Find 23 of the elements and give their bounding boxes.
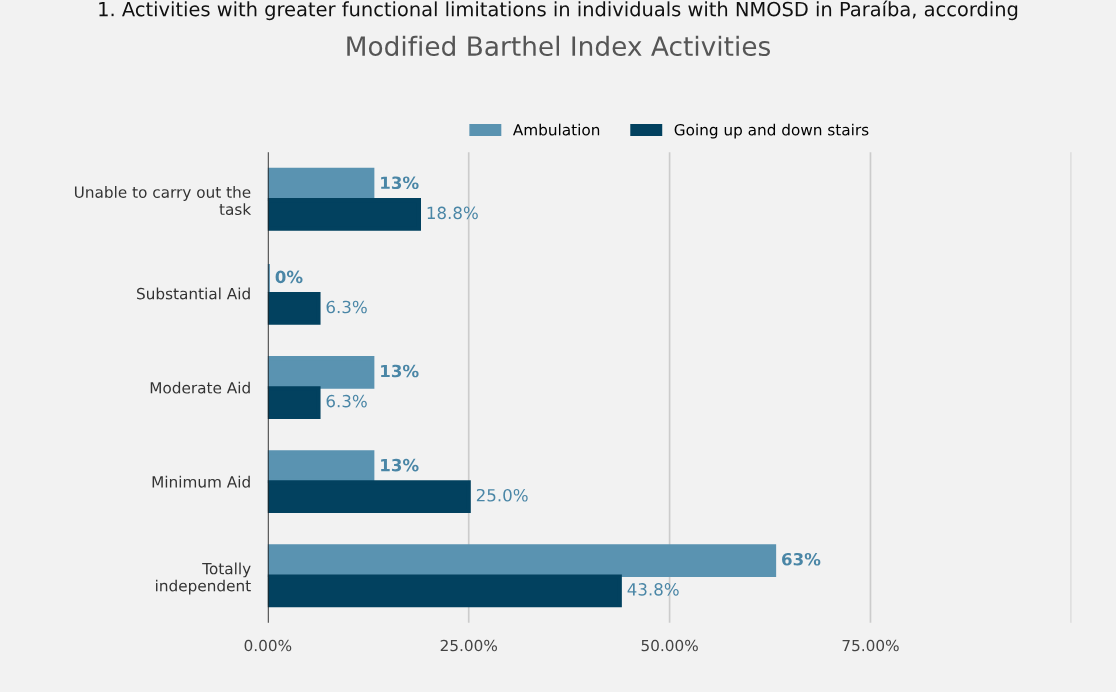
y-tick-label: Moderate Aid bbox=[150, 381, 250, 394]
y-tick-label: Substantial Aid bbox=[137, 287, 250, 300]
text: 1. Activities with greater functional limitations in individuals with NMOSD in Paraíba, according bbox=[99, 0, 1018, 21]
legend-label: Ambulation bbox=[512, 123, 600, 136]
x-tick-label: 50.00% bbox=[641, 639, 698, 652]
x-tick-label: 75.00% bbox=[842, 639, 899, 652]
legend-label: Going up and down stairs bbox=[674, 123, 869, 139]
y-tick-label: Totally independent bbox=[156, 562, 251, 595]
data-label: 63% bbox=[782, 552, 821, 566]
chart-title: Modified Barthel Index Activities bbox=[347, 35, 770, 57]
data-label: 25.0% bbox=[476, 488, 528, 502]
x-tick-label: 25.00% bbox=[440, 639, 497, 652]
data-label: 6.3% bbox=[326, 394, 367, 408]
data-label: 18.8% bbox=[427, 206, 478, 220]
x-tick-label: 0.00% bbox=[244, 639, 292, 652]
data-label: 0% bbox=[275, 270, 303, 284]
data-label: 6.3% bbox=[326, 300, 367, 314]
data-label: 43.8% bbox=[627, 583, 679, 596]
data-label: 13% bbox=[381, 364, 419, 378]
data-label: 13% bbox=[381, 458, 419, 472]
y-tick-label: Unable to carry out the task bbox=[74, 186, 252, 216]
y-tick-label: Minimum Aid bbox=[152, 475, 250, 488]
data-label: 13% bbox=[381, 176, 419, 190]
